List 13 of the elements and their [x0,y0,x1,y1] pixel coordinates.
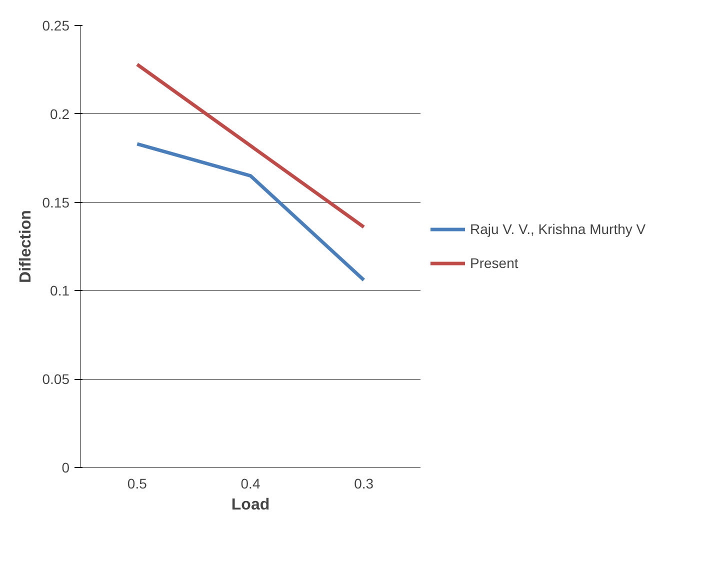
y-tick-label: 0.25 [42,18,70,34]
legend-label: Raju V. V., Krishna Murthy V [470,221,646,237]
x-tick-label: 0.3 [354,476,374,492]
legend-label: Present [470,255,518,271]
y-tick-label: 0.05 [42,371,70,388]
x-axis-title: Load [231,496,270,514]
y-tick-label: 0.15 [42,194,70,210]
y-axis-title: Diflection [17,210,34,283]
y-tick-label: 0.2 [50,106,70,122]
y-tick-label: 0.1 [50,282,70,299]
x-tick-label: 0.4 [240,476,260,492]
y-tick-label: 0 [62,460,70,476]
x-tick-label: 0.5 [127,476,148,492]
